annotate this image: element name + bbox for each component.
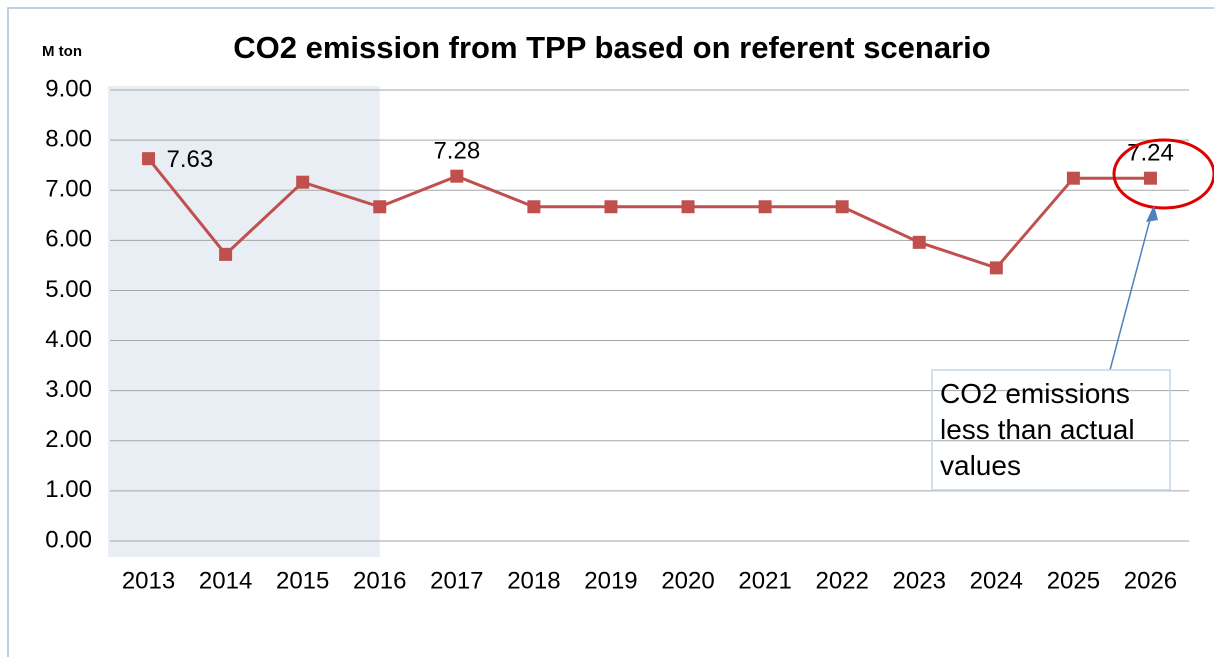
x-tick-label: 2013: [122, 567, 175, 594]
marker: [835, 200, 849, 214]
y-tick-label: 5.00: [45, 276, 92, 303]
x-tick-label: 2025: [1047, 567, 1100, 594]
y-tick-label: 7.00: [45, 176, 92, 203]
highlight-ellipse: [1112, 138, 1214, 210]
y-tick-label: 1.00: [45, 476, 92, 503]
line: [147, 157, 1151, 270]
annotation-arrow: [1109, 211, 1153, 371]
marker: [296, 175, 310, 189]
chart-frame: [7, 7, 1214, 657]
y-axis-label: M ton: [42, 43, 82, 60]
x-tick-label: 2024: [970, 567, 1023, 594]
marker: [373, 200, 387, 214]
marker: [450, 169, 464, 183]
annotation-box: [931, 369, 1171, 491]
marker: [142, 152, 156, 166]
annotation: CO2 emissions less than actual values: [940, 378, 1135, 481]
marker: [1143, 171, 1157, 185]
x-tick-label: 2023: [893, 567, 946, 594]
y-tick-label: 4.00: [45, 326, 92, 353]
y-tick-label: 6.00: [45, 226, 92, 253]
chart-title: CO2 emission from TPP based on referent …: [233, 30, 990, 65]
data-label: 7.24: [1127, 140, 1174, 167]
marker: [604, 200, 618, 214]
data-label: 7.28: [433, 138, 480, 165]
y-tick-label: 2.00: [45, 426, 92, 453]
marker: [912, 235, 926, 249]
x-tick-label: 2019: [584, 567, 637, 594]
x-tick-label: 2022: [815, 567, 868, 594]
marker: [1066, 171, 1080, 185]
x-tick-label: 2018: [507, 567, 560, 594]
x-tick-label: 2015: [276, 567, 329, 594]
annotation-arrowhead: [1146, 205, 1158, 222]
x-tick-label: 2026: [1124, 567, 1177, 594]
marker: [758, 200, 772, 214]
x-tick-label: 2020: [661, 567, 714, 594]
y-tick-label: 9.00: [45, 75, 92, 102]
x-tick-label: 2021: [738, 567, 791, 594]
x-tick-label: 2017: [430, 567, 483, 594]
y-tick-label: 3.00: [45, 376, 92, 403]
marker: [989, 261, 1003, 275]
y-tick-label: 8.00: [45, 125, 92, 152]
marker: [681, 200, 695, 214]
marker: [219, 247, 233, 261]
y-tick-label: 0.00: [45, 526, 92, 553]
marker: [527, 200, 541, 214]
data-label: 7.63: [167, 146, 214, 173]
x-tick-label: 2014: [199, 567, 252, 594]
x-tick-label: 2016: [353, 567, 406, 594]
